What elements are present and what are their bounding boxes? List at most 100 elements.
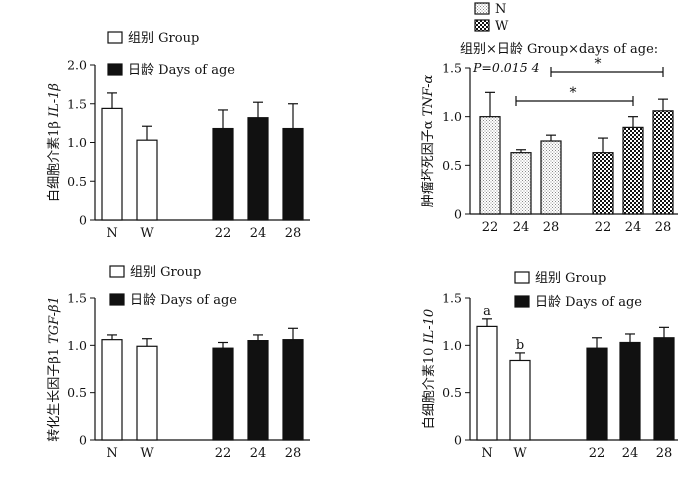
chart-panel-4: 0 0.5 1.0 1.5 白细胞介素10 IL-10 Na Wb 22 24 28 组别 Grou… (421, 271, 678, 461)
legend-N-label: N (495, 2, 506, 17)
legend-group-label: 组别 Group (535, 271, 606, 286)
bar-W-28 (652, 110, 674, 215)
y-tick-label: 0 (79, 433, 87, 448)
significance-star: * (595, 56, 602, 72)
legend-zh: 组别 (128, 31, 158, 46)
y-tick-label: 0 (79, 213, 87, 228)
y-axis-label: 肿瘤坏死因子α TNF-α (420, 74, 436, 207)
legend-zh: 日龄 (130, 293, 160, 308)
x-tick-label: 28 (285, 446, 302, 461)
legend-zh: 日龄 (128, 63, 158, 78)
x-tick-label: 28 (656, 446, 673, 461)
legend-days-swatch (107, 63, 123, 76)
x-tick-label: 22 (589, 446, 606, 461)
bar-24 (247, 340, 269, 441)
x-tick-label: W (140, 446, 154, 461)
legend-en: Group (158, 31, 199, 46)
legend-zh: 组别 (130, 265, 160, 280)
significance-letter: a (483, 304, 491, 319)
legend-en: Group (565, 271, 606, 286)
ylabel-en: TGF-β1 (47, 296, 62, 344)
bar-W-22 (592, 152, 614, 215)
y-tick-label: 1.0 (67, 338, 87, 353)
x-tick-label: 28 (655, 220, 672, 235)
significance-star: * (570, 85, 577, 101)
bar-24 (619, 341, 641, 441)
legend-en: Group (160, 265, 201, 280)
bar-N (101, 107, 123, 221)
ylabel-zh: 转化生长因子β1 (47, 344, 62, 442)
x-tick-label: 24 (250, 226, 267, 241)
x-tick-label: 24 (625, 220, 642, 235)
chart-panel-2: 0 0.5 1.0 1.5 肿瘤坏死因子α TNF-α 22 24 28 22 24 28 NW 组别×… (420, 2, 678, 235)
x-tick-label: N (106, 226, 117, 241)
legend-zh: 日龄 (535, 295, 565, 310)
legend-group-swatch (514, 271, 530, 284)
legend-en: Days of age (565, 295, 642, 310)
legend-days-label: 日龄 Days of age (130, 293, 237, 308)
bar-24 (247, 117, 269, 221)
x-tick-label: 22 (482, 220, 499, 235)
x-tick-label: 24 (513, 220, 530, 235)
legend-zh: 组别 (535, 271, 565, 286)
y-tick-label: 1.0 (442, 338, 462, 353)
y-tick-label: 2.0 (67, 58, 87, 73)
legend-W-swatch (474, 19, 490, 32)
y-tick-label: 1.5 (67, 291, 87, 306)
bar-W (509, 359, 531, 441)
bar-N-22 (479, 116, 501, 215)
y-axis-label: 白细胞介素10 IL-10 (421, 309, 437, 429)
bar-W (136, 345, 158, 441)
ylabel-zh: 白细胞介素10 (421, 344, 437, 430)
y-tick-label: 0.5 (442, 385, 462, 400)
x-tick-label: 24 (622, 446, 639, 461)
legend-days-label: 日龄 Days of age (128, 63, 235, 78)
bar-28 (282, 339, 304, 441)
chart-panel-1: 0 0.5 1.0 1.5 2.0 白细胞介素1β IL-1β N W 22 24 28 组别 Gro… (46, 31, 310, 241)
y-tick-label: 0.5 (442, 158, 462, 173)
bar-28 (653, 337, 675, 441)
ylabel-en: IL-1β (47, 83, 62, 118)
x-tick-label: 22 (595, 220, 612, 235)
y-tick-label: 1.5 (67, 96, 87, 111)
legend-group-label: 组别 Group (130, 265, 201, 280)
legend-en: Days of age (160, 293, 237, 308)
bar-N (476, 325, 498, 441)
y-tick-label: 1.5 (442, 291, 462, 306)
bar-22 (212, 127, 234, 221)
y-tick-label: 1.5 (442, 61, 462, 76)
y-tick-label: 0 (454, 433, 462, 448)
significance-letter: b (516, 338, 524, 353)
bar-28 (282, 127, 304, 221)
x-tick-label: W (513, 446, 527, 461)
legend-group-swatch (109, 265, 125, 278)
x-tick-label: 24 (250, 446, 267, 461)
x-tick-label: W (140, 226, 154, 241)
y-tick-label: 0 (454, 207, 462, 222)
ylabel-en: IL-10 (422, 309, 437, 345)
y-tick-label: 1.0 (67, 135, 87, 150)
ylabel-en: TNF-α (421, 74, 436, 116)
ylabel-zh: 肿瘤坏死因子α (420, 116, 436, 207)
legend-W-label: W (495, 19, 509, 34)
bar-22 (212, 347, 234, 441)
bar-W-24 (622, 126, 644, 215)
bar-W (136, 139, 158, 221)
legend-N-swatch (474, 2, 490, 15)
y-axis-label: 白细胞介素1β IL-1β (46, 83, 62, 202)
legend-group-label: 组别 Group (128, 31, 199, 46)
bar-N-24 (510, 152, 532, 215)
x-tick-label: 28 (285, 226, 302, 241)
x-tick-label: N (481, 446, 492, 461)
legend-group-swatch (107, 31, 123, 44)
ylabel-zh: 白细胞介素1β (46, 117, 62, 202)
x-tick-label: 22 (215, 446, 232, 461)
y-tick-label: 0.5 (67, 174, 87, 189)
chart-panel-3: 0 0.5 1.0 1.5 转化生长因子β1 TGF-β1 N W 22 24 28 组别 Grou… (47, 265, 310, 461)
bar-N-28 (540, 140, 562, 215)
y-tick-label: 0.5 (67, 385, 87, 400)
x-tick-label: 28 (543, 220, 560, 235)
x-tick-label: 22 (215, 226, 232, 241)
legend-days-swatch (514, 295, 530, 308)
